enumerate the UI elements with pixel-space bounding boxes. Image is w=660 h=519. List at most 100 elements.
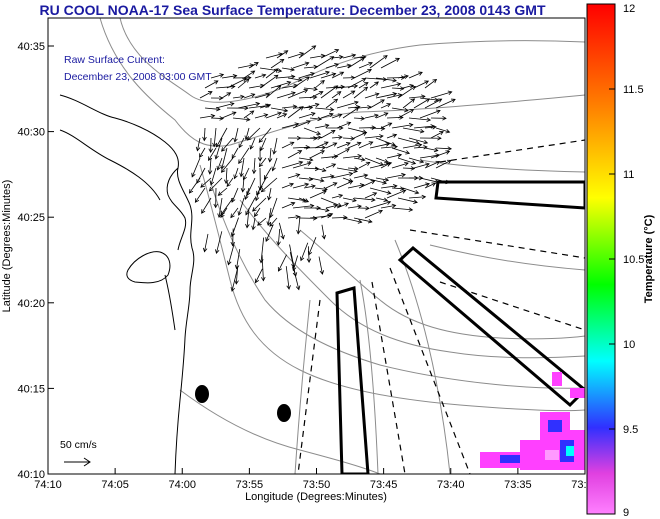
current-vector [380,82,402,89]
current-vector [251,157,257,175]
current-vector [234,249,241,270]
map-title: RU COOL NOAA-17 Sea Surface Temperature:… [39,2,546,18]
current-vector [232,117,251,122]
current-vector [239,157,245,178]
current-vector [296,216,301,235]
y-tick-label: 40:10 [17,469,45,481]
scale-arrow [64,457,91,467]
y-axis-label: Latitude (Degrees:Minutes) [1,180,13,313]
current-vector [207,157,213,175]
current-vector [221,92,232,99]
current-vector [201,197,212,214]
current-vector [213,187,218,209]
current-vector [386,189,407,199]
current-vector [320,85,339,99]
current-vector [208,177,223,192]
current-vector [231,147,239,159]
x-tick-label: 73:40 [437,479,465,491]
current-vector [265,224,274,242]
current-vector [336,63,352,69]
current-vector [320,130,336,139]
current-vector [364,209,383,219]
current-vector [347,204,362,209]
current-vector [237,78,250,89]
current-vector [276,74,296,80]
current-vector [314,207,330,213]
x-tick-label: 74:05 [101,479,129,491]
current-vector [369,81,379,89]
colorbar-tick-label: 12 [623,3,635,15]
current-vector [260,177,278,193]
current-vector [214,137,223,160]
current-vector [298,216,318,221]
current-vector [285,266,291,290]
current-vector [386,172,406,179]
current-vector [226,77,247,89]
current-vector [223,167,229,185]
current-vector [353,217,373,224]
x-tick-label: 73:55 [236,479,264,491]
current-vector [402,143,423,149]
current-vector [318,256,325,275]
current-vector [397,197,418,204]
current-vector [369,55,388,69]
current-vector [200,177,212,188]
coastline [59,94,195,474]
current-vector [258,127,272,143]
current-vector [375,92,398,99]
current-vector [435,159,452,169]
current-vector [314,107,335,112]
current-vector [435,98,456,109]
current-vector [266,207,272,227]
sst-patches [480,372,585,470]
current-vector [271,157,278,172]
current-vector [402,127,425,134]
current-vector [358,61,373,69]
current-vector [263,167,272,180]
current-vector [320,49,340,59]
current-vector [424,98,443,109]
current-vector [358,125,377,130]
current-vector [259,67,283,73]
current-vector [353,197,376,202]
current-vector [216,157,223,171]
current-vector [347,141,362,149]
current-vector [325,142,338,149]
current-vector [386,115,404,120]
current-vector [331,171,354,179]
current-vector [210,95,224,101]
current-vector [259,103,272,109]
current-vector [353,173,369,179]
current-vector [309,116,323,122]
current-vector [215,231,223,254]
current-vector [281,160,304,169]
current-vector [325,63,340,69]
current-vector [391,147,411,155]
current-vector [408,157,425,164]
current-vector [244,187,250,200]
current-vector [325,163,337,169]
current-vector [267,147,273,163]
current-vector [380,144,398,150]
current-vector [413,162,430,169]
y-tick-label: 40:35 [17,41,45,53]
current-vector [336,100,359,109]
current-vector [331,113,343,119]
current-vector [331,54,344,60]
current-vector [210,116,224,121]
current-vector [265,68,279,79]
current-vector [397,74,409,79]
current-vector [276,91,296,99]
current-vector [252,197,267,212]
bathymetry-contours [99,18,585,474]
x-tick-label: 73:35 [504,479,532,491]
current-vector [375,77,397,83]
current-vector [353,68,372,79]
current-vector [259,137,267,152]
current-vector [267,187,272,201]
colorbar-tick-label: 9 [623,507,629,519]
current-vector [325,182,338,189]
current-vector [391,107,409,113]
current-vector [265,85,282,99]
current-vector [240,177,246,193]
